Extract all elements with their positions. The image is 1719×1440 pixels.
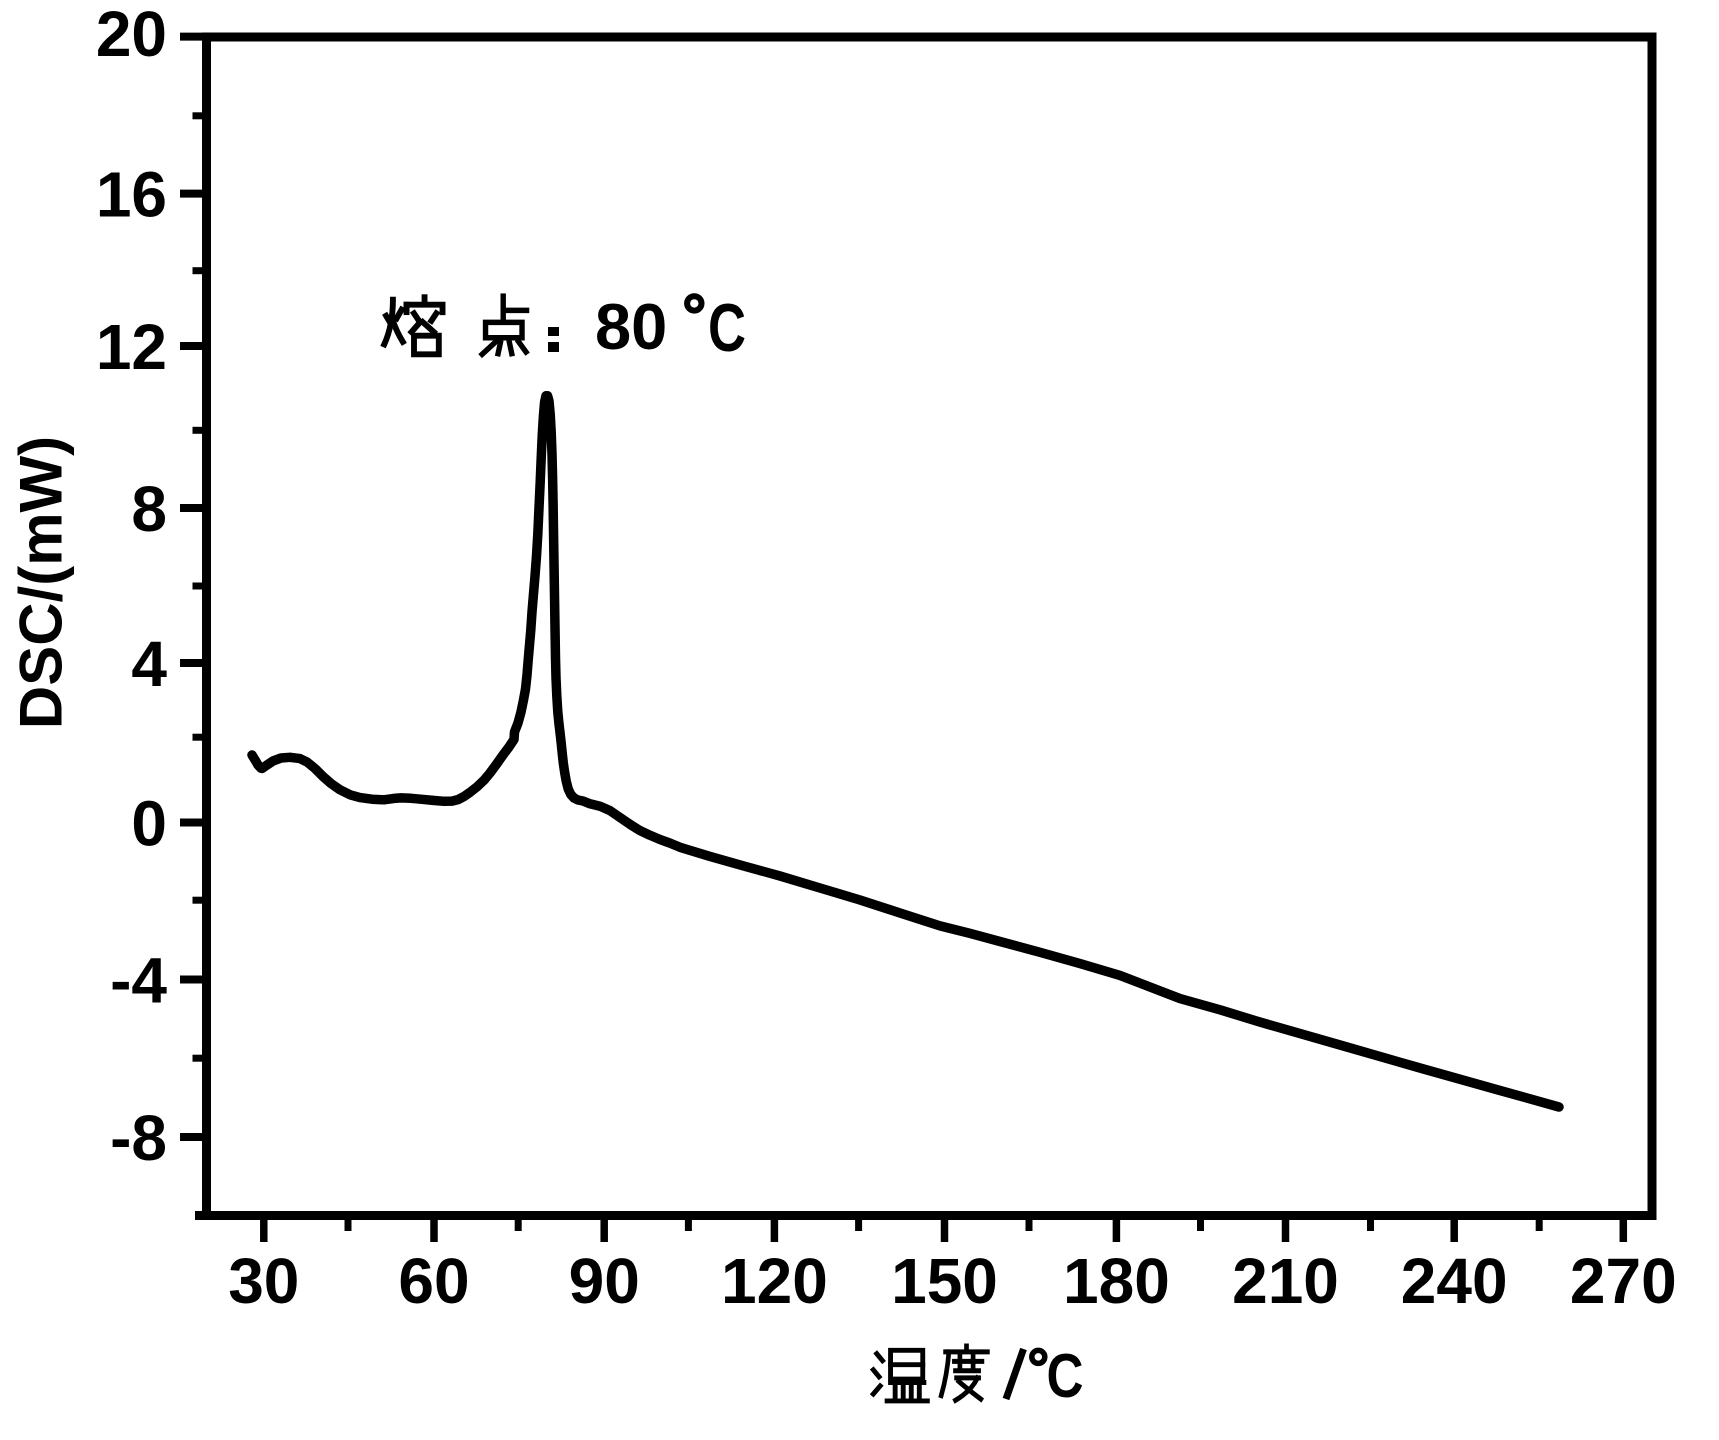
svg-text:0: 0: [131, 788, 167, 860]
svg-text:150: 150: [891, 1245, 998, 1317]
svg-text:120: 120: [721, 1245, 828, 1317]
svg-text:-4: -4: [110, 945, 167, 1017]
svg-text:4: 4: [131, 628, 167, 700]
svg-text:60: 60: [398, 1245, 469, 1317]
svg-text:16: 16: [96, 159, 167, 231]
svg-text:12: 12: [96, 311, 167, 383]
svg-text:-8: -8: [110, 1102, 167, 1174]
svg-text:80: 80: [595, 290, 667, 363]
svg-text:90: 90: [569, 1245, 640, 1317]
svg-text:270: 270: [1570, 1245, 1677, 1317]
svg-text:210: 210: [1232, 1245, 1339, 1317]
svg-text:20: 20: [96, 0, 167, 70]
svg-text:240: 240: [1401, 1245, 1508, 1317]
svg-text:8: 8: [131, 473, 167, 545]
svg-text:DSC/(mW): DSC/(mW): [8, 436, 75, 729]
svg-text:180: 180: [1063, 1245, 1170, 1317]
svg-text:30: 30: [228, 1245, 299, 1317]
svg-text:C: C: [708, 290, 746, 366]
svg-text:C: C: [1047, 1342, 1084, 1411]
